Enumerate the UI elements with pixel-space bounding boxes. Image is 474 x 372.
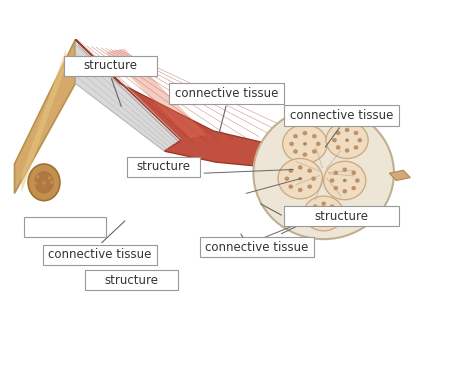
Ellipse shape (313, 218, 318, 222)
Text: connective tissue: connective tissue (175, 87, 278, 100)
FancyBboxPatch shape (127, 157, 200, 177)
Polygon shape (21, 49, 66, 193)
Text: connective tissue: connective tissue (290, 109, 393, 122)
Polygon shape (15, 39, 75, 193)
Ellipse shape (336, 131, 340, 135)
Text: connective tissue: connective tissue (205, 241, 309, 254)
Ellipse shape (312, 149, 317, 154)
Ellipse shape (298, 165, 302, 170)
Text: connective tissue: connective tissue (48, 248, 152, 261)
Ellipse shape (342, 189, 347, 193)
Ellipse shape (307, 185, 312, 189)
Ellipse shape (351, 171, 356, 175)
FancyBboxPatch shape (85, 270, 178, 291)
Ellipse shape (293, 149, 298, 154)
Ellipse shape (357, 138, 362, 142)
Ellipse shape (312, 134, 317, 138)
Ellipse shape (324, 161, 366, 200)
Ellipse shape (278, 158, 322, 199)
Ellipse shape (311, 176, 316, 181)
Ellipse shape (321, 221, 326, 225)
Ellipse shape (326, 122, 368, 158)
Text: structure: structure (83, 60, 137, 73)
Ellipse shape (293, 134, 298, 138)
Ellipse shape (321, 202, 326, 206)
Ellipse shape (302, 131, 307, 135)
Ellipse shape (302, 153, 307, 157)
FancyBboxPatch shape (24, 217, 106, 237)
Ellipse shape (342, 167, 347, 172)
Ellipse shape (333, 211, 338, 216)
FancyBboxPatch shape (284, 206, 399, 226)
Ellipse shape (354, 145, 358, 150)
Ellipse shape (289, 185, 293, 189)
Ellipse shape (351, 186, 356, 190)
Ellipse shape (333, 171, 338, 175)
Ellipse shape (254, 107, 394, 239)
Ellipse shape (345, 128, 349, 132)
Ellipse shape (307, 169, 312, 173)
Text: structure: structure (136, 160, 190, 173)
Ellipse shape (310, 211, 314, 216)
Ellipse shape (330, 218, 335, 222)
Ellipse shape (354, 131, 358, 135)
Text: structure: structure (105, 274, 159, 287)
Ellipse shape (289, 142, 294, 146)
Ellipse shape (355, 178, 360, 183)
Ellipse shape (283, 125, 327, 163)
Ellipse shape (28, 164, 60, 201)
Ellipse shape (343, 179, 346, 182)
Ellipse shape (316, 142, 320, 146)
Polygon shape (389, 170, 410, 180)
Ellipse shape (345, 148, 349, 153)
FancyBboxPatch shape (64, 56, 157, 76)
FancyBboxPatch shape (43, 245, 157, 265)
Ellipse shape (48, 176, 51, 180)
Ellipse shape (42, 182, 46, 185)
Ellipse shape (304, 196, 344, 231)
Ellipse shape (330, 204, 335, 209)
FancyBboxPatch shape (169, 83, 284, 103)
Ellipse shape (345, 138, 349, 142)
Text: structure: structure (314, 210, 368, 223)
Ellipse shape (50, 181, 54, 184)
FancyBboxPatch shape (200, 237, 314, 257)
Ellipse shape (313, 204, 318, 209)
Polygon shape (75, 39, 300, 170)
Ellipse shape (332, 138, 337, 142)
Ellipse shape (303, 142, 307, 145)
Ellipse shape (298, 177, 302, 180)
FancyBboxPatch shape (284, 105, 399, 125)
Ellipse shape (34, 182, 37, 185)
Ellipse shape (298, 188, 302, 192)
Ellipse shape (34, 171, 54, 194)
Ellipse shape (322, 212, 326, 215)
Ellipse shape (333, 186, 338, 190)
Ellipse shape (330, 178, 335, 183)
Ellipse shape (284, 176, 289, 181)
Ellipse shape (289, 169, 293, 173)
Polygon shape (106, 49, 207, 138)
Ellipse shape (36, 175, 39, 179)
Polygon shape (75, 39, 181, 151)
Ellipse shape (336, 145, 340, 150)
